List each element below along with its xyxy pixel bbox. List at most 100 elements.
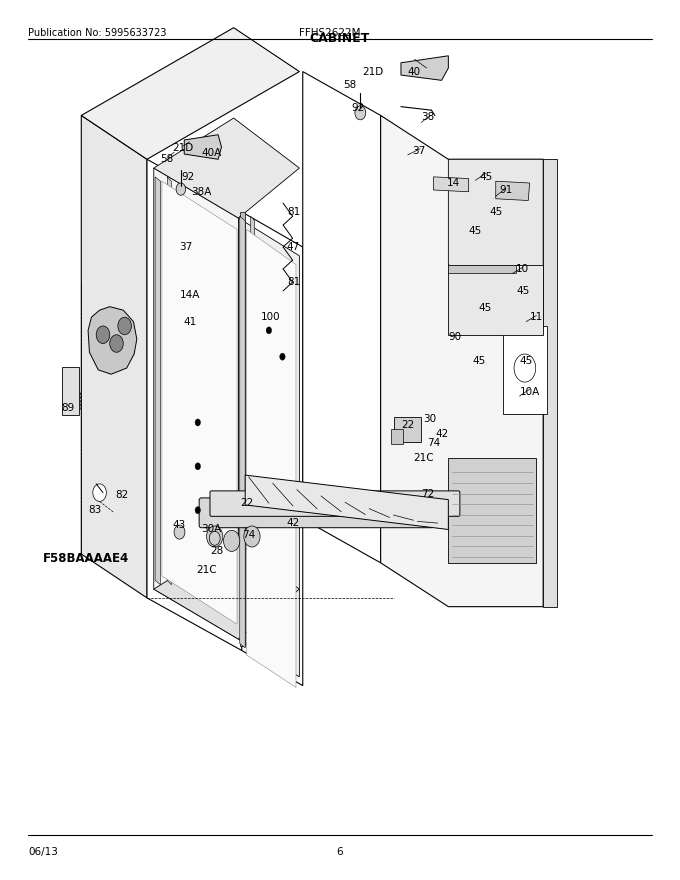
Polygon shape	[448, 265, 516, 274]
Circle shape	[195, 463, 201, 470]
Text: 21D: 21D	[362, 67, 383, 77]
Polygon shape	[82, 115, 147, 598]
Text: 45: 45	[479, 172, 492, 182]
Circle shape	[109, 334, 123, 352]
Circle shape	[176, 183, 186, 195]
Polygon shape	[303, 71, 381, 563]
Circle shape	[195, 507, 201, 514]
Text: 100: 100	[261, 312, 281, 322]
Text: 74: 74	[427, 437, 440, 448]
Text: 45: 45	[516, 286, 530, 296]
Polygon shape	[242, 212, 303, 686]
Circle shape	[279, 353, 285, 360]
FancyBboxPatch shape	[394, 417, 422, 442]
FancyBboxPatch shape	[503, 326, 547, 414]
Text: 37: 37	[413, 145, 426, 156]
Polygon shape	[167, 177, 171, 584]
Text: 21C: 21C	[197, 565, 217, 575]
Text: Publication No: 5995633723: Publication No: 5995633723	[29, 28, 167, 38]
Text: 92: 92	[352, 104, 365, 114]
Text: 81: 81	[288, 277, 301, 287]
Text: 06/13: 06/13	[29, 847, 58, 857]
Polygon shape	[401, 55, 448, 80]
Text: 42: 42	[435, 429, 448, 439]
Text: 89: 89	[61, 402, 74, 413]
Polygon shape	[162, 181, 237, 624]
Text: 6: 6	[337, 847, 343, 857]
Text: 40A: 40A	[201, 148, 222, 158]
Text: 58: 58	[343, 80, 357, 90]
Text: 37: 37	[180, 242, 193, 252]
Circle shape	[355, 106, 366, 120]
Circle shape	[224, 531, 240, 552]
Text: CABINET: CABINET	[310, 33, 370, 45]
Text: 90: 90	[449, 333, 462, 342]
Text: 82: 82	[116, 490, 129, 500]
Polygon shape	[247, 230, 296, 687]
Text: 38A: 38A	[191, 187, 211, 197]
Text: 22: 22	[241, 498, 254, 508]
Text: 11: 11	[530, 312, 543, 322]
Polygon shape	[448, 159, 543, 282]
Text: 38: 38	[422, 112, 435, 122]
Text: 45: 45	[472, 356, 486, 366]
Text: 45: 45	[469, 226, 482, 236]
Text: F58BAAAAE4: F58BAAAAE4	[43, 552, 129, 565]
Text: 91: 91	[499, 185, 513, 195]
Polygon shape	[147, 159, 242, 650]
Circle shape	[96, 326, 109, 343]
Text: 22: 22	[401, 420, 414, 430]
Text: 83: 83	[88, 505, 101, 515]
Text: 45: 45	[520, 356, 533, 366]
Text: 10A: 10A	[520, 386, 540, 397]
FancyBboxPatch shape	[210, 491, 460, 517]
Text: FFHS2622M: FFHS2622M	[299, 28, 361, 38]
Text: 30A: 30A	[201, 524, 222, 534]
FancyBboxPatch shape	[448, 458, 537, 563]
FancyBboxPatch shape	[199, 498, 433, 528]
Polygon shape	[82, 27, 299, 159]
Polygon shape	[496, 181, 530, 201]
Polygon shape	[240, 212, 245, 646]
Circle shape	[92, 484, 106, 502]
Polygon shape	[88, 306, 137, 374]
Circle shape	[174, 525, 185, 539]
Text: 92: 92	[181, 172, 194, 182]
Text: 28: 28	[210, 546, 223, 556]
Polygon shape	[543, 159, 557, 606]
FancyBboxPatch shape	[63, 367, 80, 415]
Polygon shape	[240, 216, 245, 648]
Text: 45: 45	[478, 304, 492, 313]
Polygon shape	[251, 216, 255, 648]
Text: 14: 14	[447, 178, 460, 188]
Circle shape	[514, 354, 536, 382]
Text: 43: 43	[172, 520, 186, 530]
Text: 41: 41	[183, 317, 197, 326]
Polygon shape	[154, 168, 239, 639]
Text: 47: 47	[286, 242, 299, 252]
Polygon shape	[154, 539, 299, 639]
Text: 21D: 21D	[172, 143, 194, 153]
Polygon shape	[433, 177, 469, 192]
Text: 10: 10	[516, 264, 530, 274]
FancyBboxPatch shape	[391, 429, 403, 444]
Text: 40: 40	[408, 67, 421, 77]
Text: 45: 45	[489, 207, 503, 217]
Circle shape	[207, 526, 223, 547]
Circle shape	[244, 526, 260, 547]
Polygon shape	[184, 135, 222, 159]
Text: 42: 42	[286, 518, 299, 528]
Polygon shape	[448, 265, 543, 334]
Polygon shape	[155, 177, 160, 584]
Text: 14A: 14A	[180, 290, 200, 300]
Circle shape	[266, 326, 271, 334]
Text: 58: 58	[160, 154, 174, 165]
Circle shape	[118, 317, 131, 334]
Text: 74: 74	[242, 530, 255, 539]
Text: 30: 30	[423, 414, 436, 424]
Circle shape	[195, 419, 201, 426]
Polygon shape	[381, 115, 543, 606]
Circle shape	[209, 532, 220, 546]
Text: 21C: 21C	[413, 452, 434, 463]
Polygon shape	[239, 218, 299, 677]
